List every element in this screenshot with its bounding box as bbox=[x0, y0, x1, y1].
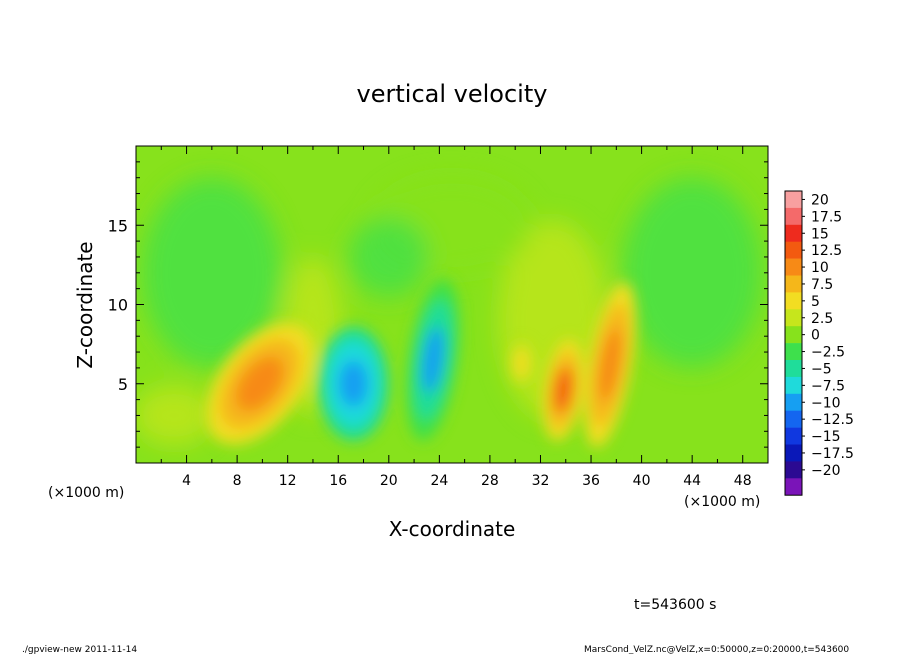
footer-right: MarsCond_VelZ.nc@VelZ,x=0:50000,z=0:2000… bbox=[584, 645, 849, 654]
y-axis-label: Z-coordinate bbox=[73, 241, 97, 368]
colorbar-swatch bbox=[785, 275, 802, 293]
field-wash bbox=[622, 177, 763, 368]
colorbar-swatch bbox=[785, 410, 802, 428]
updraft-cell-0-level-2 bbox=[235, 356, 284, 411]
colorbar-label: −17.5 bbox=[811, 446, 854, 462]
colorbar-label: 15 bbox=[811, 226, 829, 242]
colorbar-label: −2.5 bbox=[811, 345, 845, 361]
colorbar-swatch bbox=[785, 224, 802, 242]
field-wash bbox=[348, 216, 429, 297]
footer-left: ./gpview-new 2011-11-14 bbox=[22, 645, 137, 654]
x-unit-label-right: (×1000 m) bbox=[684, 494, 760, 510]
colorbar-label: 12.5 bbox=[811, 243, 842, 259]
colorbar-label: 7.5 bbox=[811, 277, 833, 293]
y-axis-ticks: 5 10 15 bbox=[108, 161, 768, 448]
colorbar-swatch bbox=[785, 191, 802, 209]
colorbar-label: 17.5 bbox=[811, 209, 842, 225]
x-tick-label: 20 bbox=[380, 473, 398, 489]
colorbar-label: 2.5 bbox=[811, 311, 833, 327]
colorbar-swatch bbox=[785, 427, 802, 445]
y-tick-label: 10 bbox=[108, 296, 128, 315]
x-tick-label: 44 bbox=[683, 473, 701, 489]
colorbar-swatch bbox=[785, 461, 802, 479]
colorbar-label: 20 bbox=[811, 192, 829, 208]
updraft-cell-4-level-2 bbox=[554, 367, 573, 413]
x-axis-ticks: 4 8 12 16 20 24 28 32 36 40 44 48 bbox=[160, 146, 769, 489]
colorbar-label: −12.5 bbox=[811, 412, 854, 428]
x-tick-label: 28 bbox=[481, 473, 499, 489]
colorbar-swatch bbox=[785, 207, 802, 226]
colorbar-label: −5 bbox=[811, 361, 832, 377]
x-axis-label: X-coordinate bbox=[389, 517, 516, 541]
x-tick-label: 12 bbox=[279, 473, 297, 489]
colorbar-swatch bbox=[785, 360, 802, 378]
x-tick-label: 48 bbox=[734, 473, 752, 489]
x-unit-label-left: (×1000 m) bbox=[48, 485, 124, 501]
updraft-cell-3-level-2 bbox=[516, 353, 527, 373]
colorbar-label: 5 bbox=[811, 294, 820, 310]
colorbar-label: −10 bbox=[811, 395, 841, 411]
colorbar-swatch bbox=[785, 309, 802, 327]
colorbar-swatch bbox=[785, 258, 802, 276]
downdraft-cell-1-level-2 bbox=[339, 360, 368, 407]
x-tick-label: 40 bbox=[633, 473, 651, 489]
colorbar: 2017.51512.5107.552.50−2.5−5−7.5−10−12.5… bbox=[784, 190, 854, 496]
colorbar-frame bbox=[784, 190, 803, 496]
colorbar-label: 0 bbox=[811, 328, 820, 344]
colorbar-label: 10 bbox=[811, 260, 829, 276]
colorbar-swatch bbox=[785, 478, 802, 496]
x-tick-label: 8 bbox=[233, 473, 242, 489]
colorbar-swatch bbox=[785, 376, 802, 395]
heatmap-field bbox=[136, 146, 768, 463]
x-tick-label: 32 bbox=[532, 473, 550, 489]
colorbar-label: −15 bbox=[811, 429, 841, 445]
colorbar-label: −20 bbox=[811, 463, 841, 479]
field-wash bbox=[141, 177, 282, 368]
y-tick-label: 5 bbox=[118, 375, 128, 394]
chart-title: vertical velocity bbox=[357, 80, 548, 108]
colorbar-swatch bbox=[785, 444, 802, 462]
colorbar-swatch bbox=[785, 393, 802, 411]
time-label: t=543600 s bbox=[634, 597, 716, 613]
downdraft-cell-2-level-2 bbox=[422, 327, 444, 393]
x-tick-label: 16 bbox=[329, 473, 347, 489]
colorbar-swatch bbox=[785, 292, 802, 310]
colorbar-swatch bbox=[785, 241, 802, 259]
y-tick-label: 15 bbox=[108, 216, 128, 235]
x-tick-label: 4 bbox=[182, 473, 191, 489]
x-tick-label: 36 bbox=[582, 473, 600, 489]
colorbar-swatch bbox=[785, 343, 802, 361]
x-tick-label: 24 bbox=[430, 473, 448, 489]
colorbar-label: −7.5 bbox=[811, 378, 845, 394]
colorbar-swatch bbox=[785, 326, 802, 344]
field-wash bbox=[136, 385, 214, 446]
updraft-cell-5-level-2 bbox=[598, 328, 622, 402]
